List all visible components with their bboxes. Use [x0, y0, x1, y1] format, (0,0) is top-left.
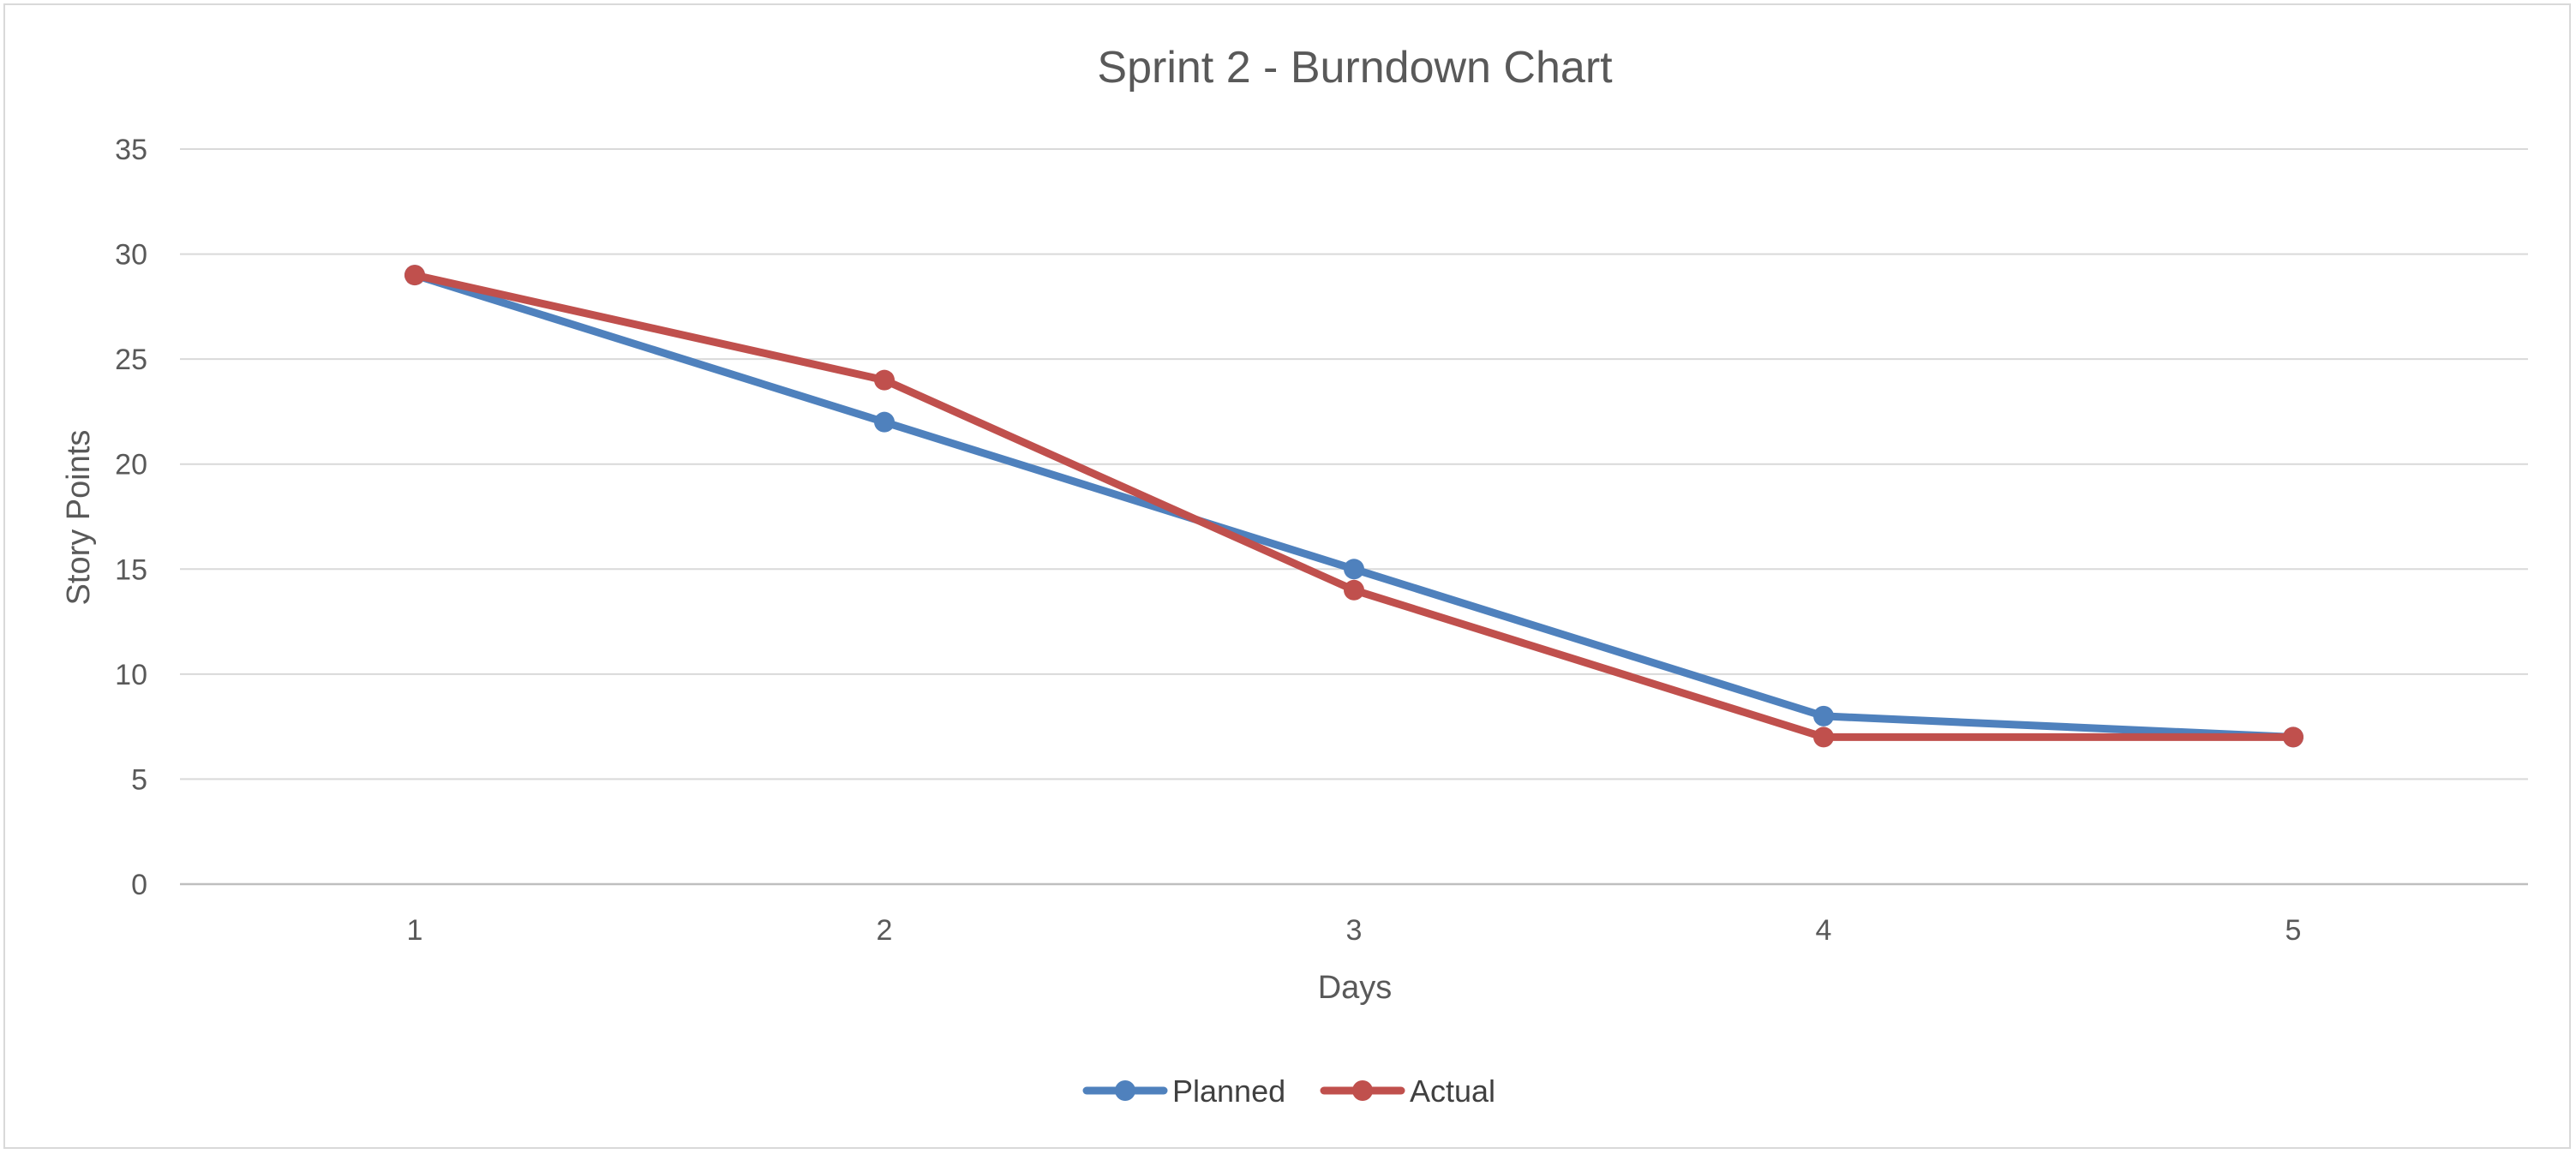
- x-tick-label: 4: [1816, 914, 1832, 947]
- legend-item-actual: Actual: [1320, 1073, 1495, 1109]
- y-tick-label: 20: [115, 449, 147, 481]
- x-axis-tick-labels: 1 2 3 4 5: [407, 914, 2302, 947]
- data-point-actual: [2283, 726, 2303, 748]
- y-tick-label: 15: [115, 553, 147, 586]
- x-tick-label: 3: [1346, 914, 1363, 947]
- series-line-planned: [410, 271, 2297, 741]
- data-point-actual: [1813, 726, 1834, 748]
- legend-label: Actual: [1410, 1073, 1495, 1109]
- y-axis-title: Story Points: [61, 430, 97, 606]
- y-tick-label: 35: [115, 134, 147, 166]
- y-tick-label: 30: [115, 239, 147, 272]
- y-tick-label: 5: [131, 763, 147, 796]
- y-tick-label: 0: [131, 869, 147, 901]
- series-actual: [404, 265, 2303, 748]
- x-tick-label: 5: [2285, 914, 2302, 947]
- legend-marker: [1115, 1080, 1135, 1101]
- data-point-actual: [1344, 579, 1364, 601]
- data-point-planned: [1813, 705, 1834, 726]
- series-group: [404, 265, 2303, 748]
- legend-item-planned: Planned: [1082, 1073, 1285, 1109]
- data-point-actual: [874, 369, 895, 391]
- legend: Planned Actual: [1082, 1073, 1495, 1109]
- data-point-actual: [404, 265, 425, 286]
- legend-label: Planned: [1172, 1073, 1285, 1109]
- data-point-planned: [874, 411, 895, 433]
- series-line-actual: [410, 271, 2297, 741]
- legend-marker: [1352, 1080, 1373, 1101]
- y-tick-label: 10: [115, 659, 147, 691]
- x-tick-label: 1: [407, 914, 423, 947]
- x-axis-title: Days: [1318, 970, 1393, 1006]
- gridlines: [180, 148, 2528, 886]
- y-axis-tick-labels: 0 5 10 15 20 25 30 35: [115, 134, 147, 901]
- x-tick-label: 2: [877, 914, 893, 947]
- y-tick-label: 25: [115, 344, 147, 376]
- data-point-planned: [1344, 559, 1364, 580]
- chart-title: Sprint 2 - Burndown Chart: [1097, 43, 1613, 93]
- chart-frame: [3, 3, 2571, 1149]
